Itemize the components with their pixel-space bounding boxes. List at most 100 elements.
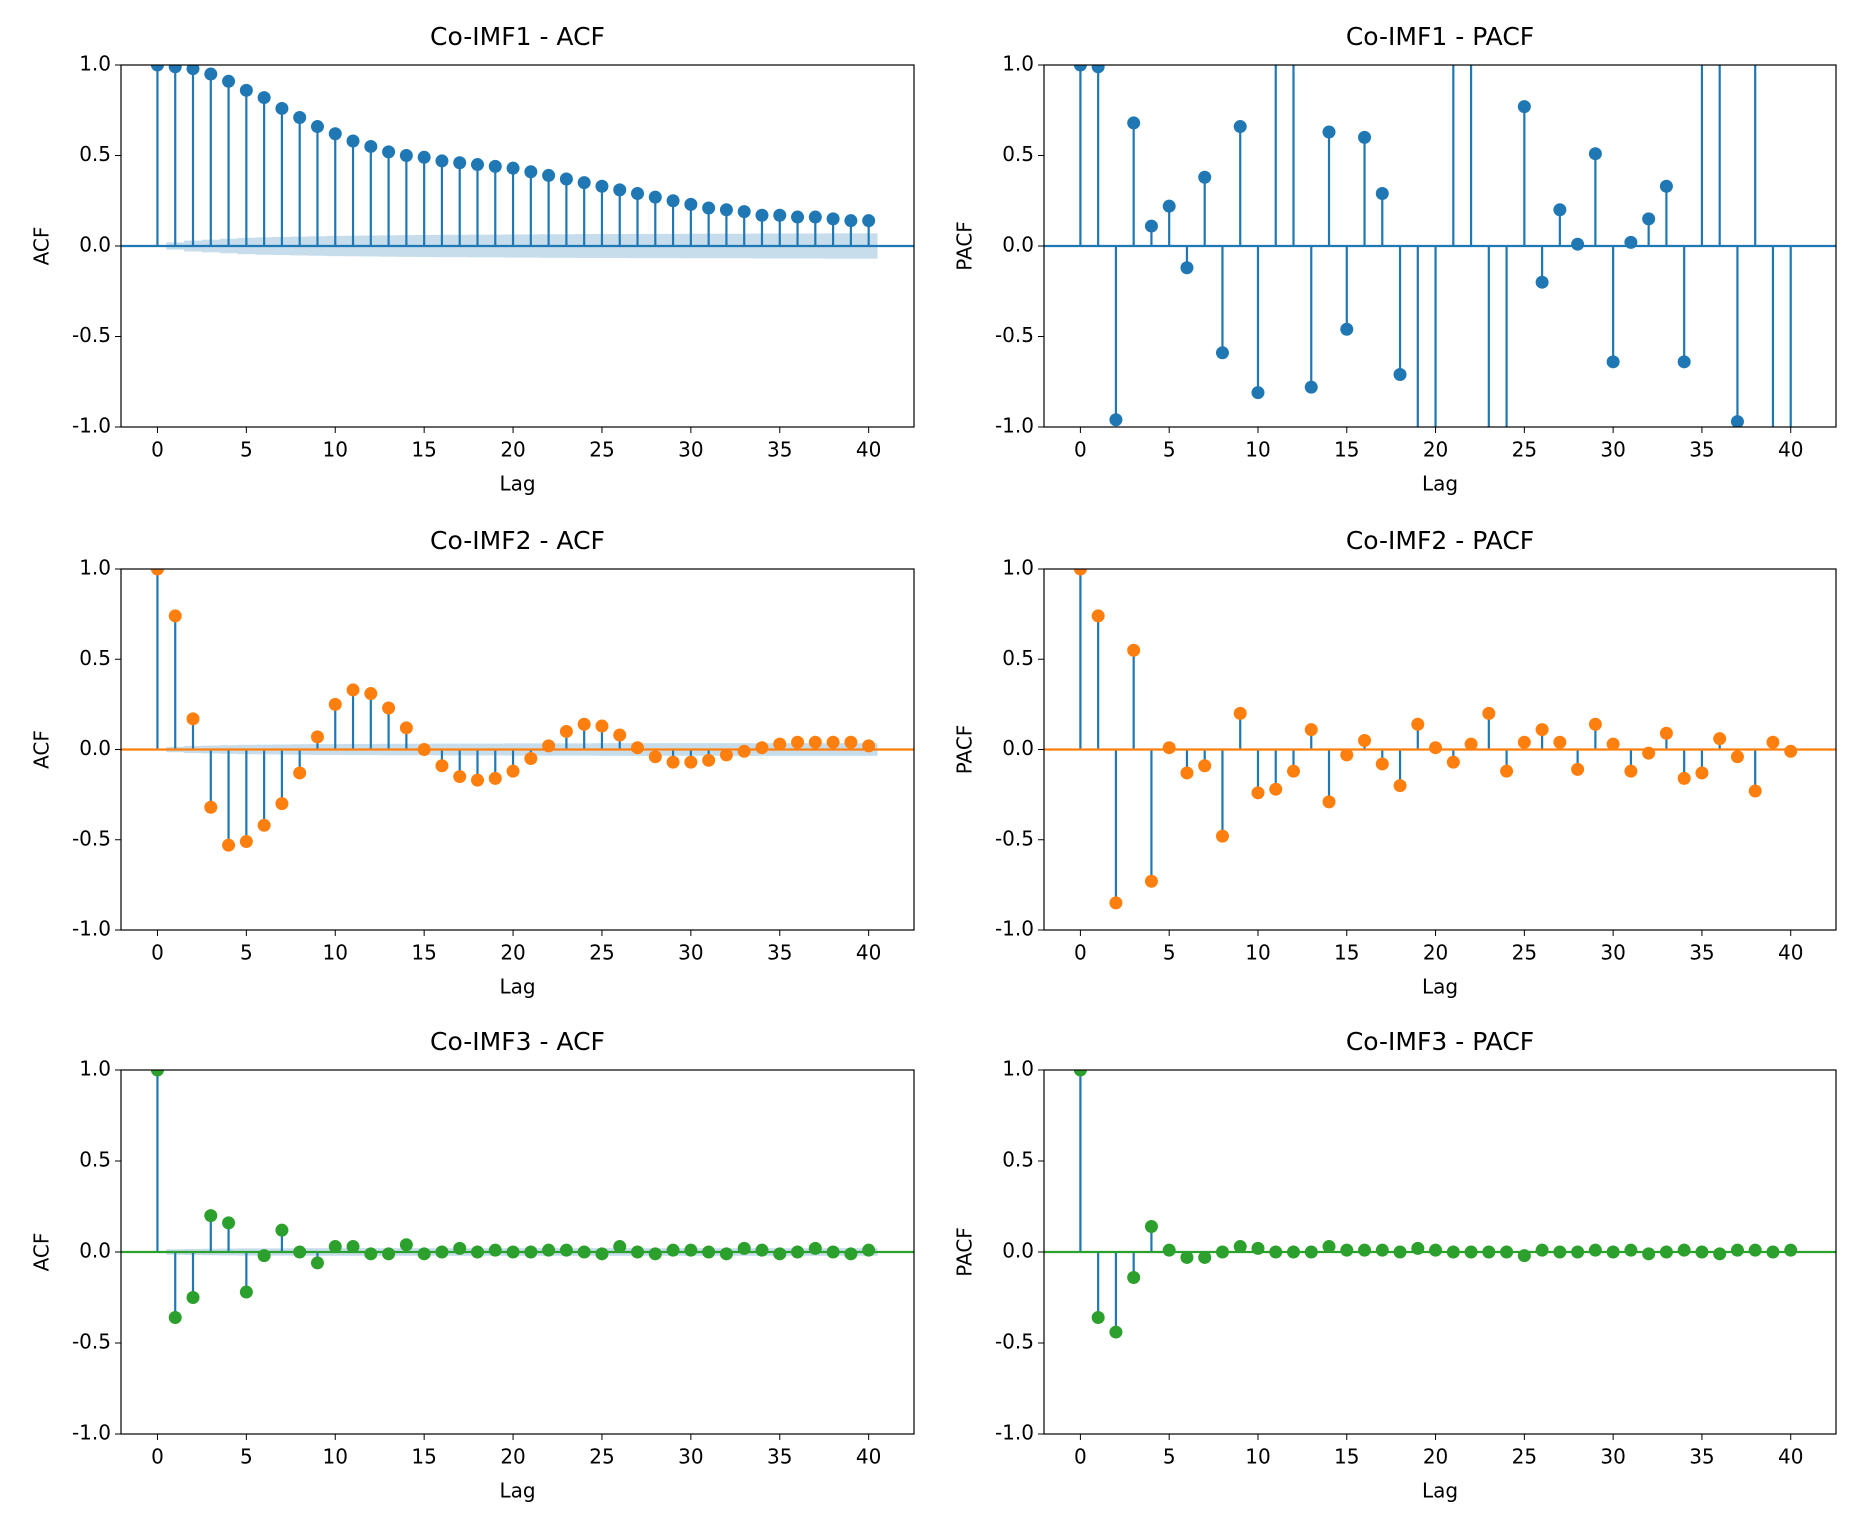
marker <box>1144 874 1158 888</box>
y-tick-label: 1.0 <box>79 52 111 76</box>
x-tick-label: 15 <box>1334 438 1359 462</box>
x-tick-label: 10 <box>323 941 348 965</box>
x-tick-label: 25 <box>589 941 614 965</box>
y-axis-label: ACF <box>30 730 54 769</box>
marker <box>1233 706 1247 720</box>
y-tick-label: 0.5 <box>1002 1148 1034 1172</box>
marker <box>826 212 840 226</box>
marker <box>1233 120 1247 134</box>
marker <box>168 609 182 623</box>
marker <box>737 1241 751 1255</box>
marker <box>1127 1270 1141 1284</box>
marker <box>1553 735 1567 749</box>
marker <box>1446 1245 1460 1259</box>
marker <box>1198 759 1212 773</box>
marker <box>631 1245 645 1259</box>
marker <box>1109 413 1123 427</box>
marker <box>346 134 360 148</box>
marker <box>1286 1245 1300 1259</box>
subplot-title: Co-IMF3 - PACF <box>1346 1027 1534 1056</box>
marker <box>1269 782 1283 796</box>
plot-area <box>1044 1070 1836 1339</box>
marker <box>1251 786 1265 800</box>
marker <box>1358 1243 1372 1257</box>
plot-area <box>121 65 914 259</box>
marker <box>1500 1245 1514 1259</box>
axes-frame <box>120 568 915 931</box>
axes-frame <box>120 64 915 428</box>
marker <box>613 728 627 742</box>
marker <box>844 735 858 749</box>
x-tick-label: 15 <box>411 438 436 462</box>
marker <box>435 154 449 168</box>
marker <box>719 203 733 217</box>
marker <box>1695 766 1709 780</box>
y-tick-label: 0.0 <box>1002 736 1034 760</box>
x-tick-label: 15 <box>1334 941 1359 965</box>
marker <box>1304 1245 1318 1259</box>
marker <box>1784 475 1797 488</box>
marker <box>1091 1311 1105 1325</box>
marker <box>524 165 538 179</box>
x-tick-label: 5 <box>240 1445 253 1469</box>
subplot-title: Co-IMF1 - ACF <box>430 22 605 51</box>
marker <box>808 735 822 749</box>
x-tick-label: 15 <box>411 1445 436 1469</box>
marker <box>1588 147 1602 161</box>
marker <box>168 1311 182 1325</box>
x-tick-label: 25 <box>589 1445 614 1469</box>
x-tick-label: 15 <box>1334 1445 1359 1469</box>
x-tick-label: 5 <box>1163 438 1176 462</box>
marker <box>1606 737 1620 751</box>
marker <box>1322 125 1336 139</box>
marker <box>1766 735 1780 749</box>
marker <box>631 187 645 201</box>
x-tick-label: 40 <box>856 1445 881 1469</box>
marker <box>1677 771 1691 785</box>
marker <box>1642 1247 1656 1261</box>
marker <box>1517 100 1531 114</box>
marker <box>524 1245 538 1259</box>
marker <box>1535 723 1549 737</box>
marker <box>826 1245 840 1259</box>
marker <box>1695 4 1708 17</box>
marker <box>1109 896 1123 910</box>
marker <box>1269 4 1282 17</box>
x-tick-label: 20 <box>1423 1445 1448 1469</box>
marker <box>542 739 556 753</box>
y-axis-label: PACF <box>953 1227 977 1277</box>
marker <box>1269 1245 1283 1259</box>
x-tick-label: 0 <box>151 1445 164 1469</box>
marker <box>310 730 324 744</box>
y-tick-label: -0.5 <box>72 826 111 850</box>
subplot: Co-IMF1 - PACF Lag PACF -1.0 -0.5 0.0 0.5 1.0 0 5… <box>953 4 1837 496</box>
marker <box>1340 322 1354 336</box>
marker <box>453 770 467 784</box>
x-tick-label: 40 <box>1778 438 1803 462</box>
marker <box>168 65 182 74</box>
subplot: Co-IMF2 - PACF Lag PACF -1.0 -0.5 0.0 0.5 1.0 0 5… <box>953 526 1837 999</box>
y-tick-label: -0.5 <box>995 323 1034 347</box>
marker <box>293 1245 307 1259</box>
marker <box>275 1223 289 1237</box>
marker <box>1251 386 1265 400</box>
x-tick-label: 10 <box>323 438 348 462</box>
marker <box>1517 1249 1531 1263</box>
x-tick-label: 0 <box>151 438 164 462</box>
marker <box>1730 750 1744 764</box>
marker <box>684 1243 698 1257</box>
y-tick-label: 1.0 <box>1002 1057 1034 1081</box>
y-tick-label: 0.0 <box>79 1239 111 1263</box>
marker <box>1642 746 1656 760</box>
y-tick-label: -1.0 <box>995 414 1034 438</box>
x-tick-label: 25 <box>1512 1445 1537 1469</box>
marker <box>1358 130 1372 144</box>
y-tick-label: 1.0 <box>79 556 111 580</box>
x-tick-label: 5 <box>240 941 253 965</box>
marker <box>1429 741 1443 755</box>
marker <box>808 210 822 224</box>
marker <box>1180 766 1194 780</box>
subplot: Co-IMF1 - ACF Lag ACF -1.0 -0.5 0.0 0.5 1.0 0 5 10… <box>30 22 915 496</box>
x-tick-label: 30 <box>678 438 703 462</box>
